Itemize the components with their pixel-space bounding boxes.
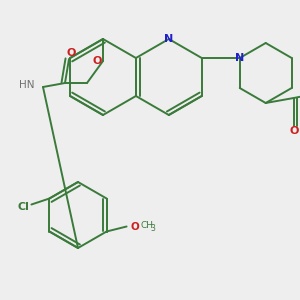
Text: HN: HN xyxy=(20,80,35,90)
Text: O: O xyxy=(92,56,102,66)
Text: CH: CH xyxy=(141,221,154,230)
Text: O: O xyxy=(289,126,298,136)
Text: Cl: Cl xyxy=(17,202,29,212)
Text: O: O xyxy=(130,221,139,232)
Text: O: O xyxy=(66,48,76,58)
Text: N: N xyxy=(164,34,173,44)
Text: N: N xyxy=(235,53,244,63)
Text: 3: 3 xyxy=(151,224,155,233)
